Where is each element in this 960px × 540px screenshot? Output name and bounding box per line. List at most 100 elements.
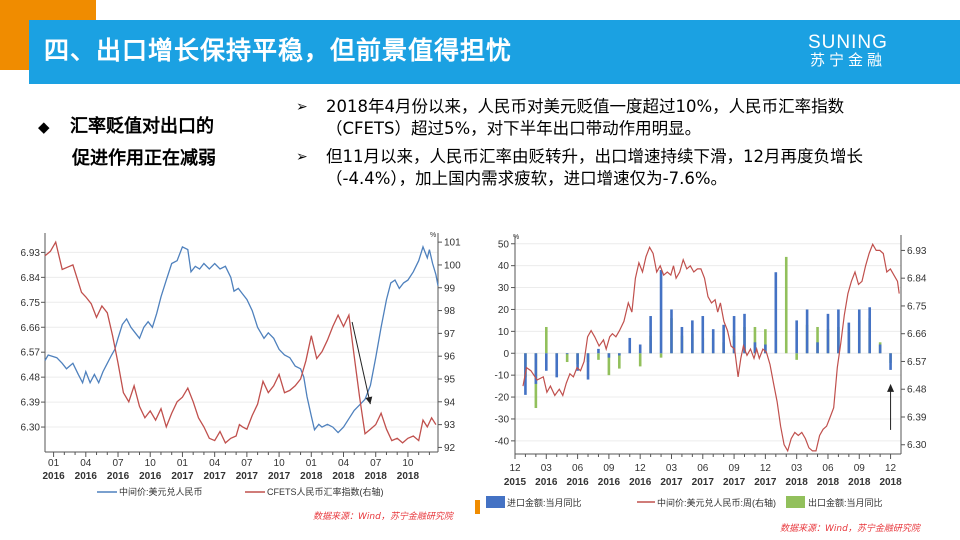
right-tick-label: 95 (444, 375, 456, 386)
right-tick-label: 6.57 (907, 357, 927, 368)
bullet-text: 2018年4月份以来，人民币对美元贬值一度超过10%，人民币汇率指数（CFETS… (326, 97, 845, 138)
bullet-item: ➢ 但11月以来，人民币汇率由贬转升，出口增速持续下滑，12月再度负增长（-4.… (296, 146, 876, 190)
right-tick-label: 101 (444, 238, 461, 249)
bar-import (586, 353, 590, 380)
bar-import (649, 316, 652, 354)
bar-import (544, 353, 548, 371)
x-tick-year: 2017 (692, 477, 715, 488)
x-tick-year: 2016 (535, 477, 558, 488)
x-tick-year: 2017 (268, 471, 291, 482)
x-tick-year: 2017 (723, 477, 746, 488)
x-tick-year: 2015 (504, 477, 527, 488)
x-tick-year: 2017 (204, 471, 227, 482)
left-tick-label: 6.84 (21, 273, 41, 284)
bullet-list: ➢ 2018年4月份以来，人民币对美元贬值一度超过10%，人民币汇率指数（CFE… (296, 96, 876, 196)
orange-marker (475, 500, 480, 514)
x-tick-month: 04 (209, 458, 221, 469)
logo-text-cn: 苏宁金融 (809, 51, 886, 69)
legend-swatch-export (786, 496, 805, 508)
bar-import (565, 353, 569, 355)
right-tick-label: 6.75 (907, 301, 927, 312)
x-tick-month: 06 (822, 463, 834, 474)
left-tick-label: 6.39 (21, 398, 41, 409)
annotation-arrow-head-icon (887, 383, 895, 392)
left-tick-label: -30 (495, 414, 510, 425)
trade-growth-chart-svg: -40 -30 -20 -10 0 10 20 30 40 50% 6.30 6.39 6.48 6.57… (486, 234, 927, 508)
right-tick-label: 92 (444, 443, 456, 454)
x-tick-year: 2018 (817, 477, 840, 488)
bar-import (701, 316, 705, 354)
legend-label-usd-cny: 中间价:美元兑人民币 (119, 486, 203, 497)
chart1-source: 数据来源：Wind，苏宁金融研究院 (313, 512, 453, 522)
bar-export (816, 326, 819, 354)
x-tick-year: 2018 (300, 471, 323, 482)
exchange-rate-chart-svg: 6.30 6.39 6.48 6.57 6.66 6.75 6.84 6.93 92 93 94 95… (21, 232, 462, 497)
right-tick-label: 99 (444, 283, 456, 294)
x-tick-month: 01 (48, 458, 60, 469)
bar-import (847, 322, 851, 354)
x-tick-year: 2018 (879, 477, 902, 488)
x-tick-month: 09 (854, 463, 866, 474)
series-line-usd-cny (44, 244, 439, 434)
x-tick-month: 10 (274, 458, 286, 469)
bar-import (857, 309, 861, 354)
right-tick-label: 6.93 (907, 246, 927, 257)
legend-label-cfets: CFETS人民币汇率指数(右轴) (267, 486, 384, 497)
x-tick-month: 10 (402, 458, 414, 469)
bar-import (753, 342, 757, 354)
right-tick-label: 6.39 (907, 412, 927, 423)
x-tick-month: 10 (145, 458, 157, 469)
left-tick-label: 6.48 (21, 373, 41, 384)
bar-import (816, 342, 819, 354)
x-tick-month: 03 (541, 463, 553, 474)
right-axis-unit: % (430, 232, 436, 239)
left-tick-label: -10 (495, 371, 510, 382)
bar-import (826, 313, 830, 354)
bar-import (659, 270, 663, 354)
bar-export (784, 256, 788, 354)
exchange-rate-chart: 6.30 6.39 6.48 6.57 6.66 6.75 6.84 6.93 92 93 94 95… (0, 225, 475, 514)
left-tick-label: 50 (498, 239, 510, 250)
bar-import (795, 320, 798, 354)
right-tick-label: 6.48 (907, 385, 927, 396)
x-tick-month: 07 (370, 458, 382, 469)
bar-export (638, 353, 642, 367)
left-tick-label: 6.30 (21, 423, 41, 434)
x-tick-month: 03 (666, 463, 678, 474)
right-tick-label: 98 (444, 306, 456, 317)
right-tick-label: 6.84 (907, 274, 927, 285)
left-tick-label: 30 (498, 283, 510, 294)
bar-export (565, 353, 569, 363)
bar-import (743, 313, 746, 354)
x-tick-year: 2018 (365, 471, 388, 482)
bar-export (753, 326, 757, 354)
x-tick-month: 12 (509, 463, 521, 474)
chart2-source: 数据来源：Wind，苏宁金融研究院 (780, 524, 920, 534)
x-tick-month: 12 (760, 463, 772, 474)
x-tick-month: 01 (177, 458, 189, 469)
x-tick-year: 2018 (397, 471, 420, 482)
x-tick-month: 09 (603, 463, 615, 474)
bar-import (837, 309, 840, 354)
bar-import (555, 353, 559, 378)
bar-export (607, 353, 611, 376)
right-tick-label: 100 (444, 260, 461, 271)
bar-import (878, 344, 882, 354)
x-tick-year: 2017 (236, 471, 259, 482)
x-tick-month: 12 (885, 463, 897, 474)
arrow-bullet-icon: ➢ (296, 99, 308, 115)
right-tick-label: 6.30 (907, 440, 927, 451)
x-tick-month: 01 (306, 458, 318, 469)
right-tick-label: 96 (444, 352, 456, 363)
series-line-usd-cny-weekly (522, 242, 900, 453)
x-tick-year: 2017 (754, 477, 777, 488)
diamond-bullet-icon: ◆ (38, 118, 50, 136)
bar-import (868, 307, 872, 354)
x-tick-year: 2016 (598, 477, 621, 488)
x-tick-month: 07 (112, 458, 124, 469)
bar-export (795, 353, 798, 360)
left-tick-label: 6.57 (21, 348, 41, 359)
left-tick-label: -40 (495, 436, 510, 447)
x-tick-year: 2016 (629, 477, 652, 488)
x-tick-year: 2018 (332, 471, 355, 482)
